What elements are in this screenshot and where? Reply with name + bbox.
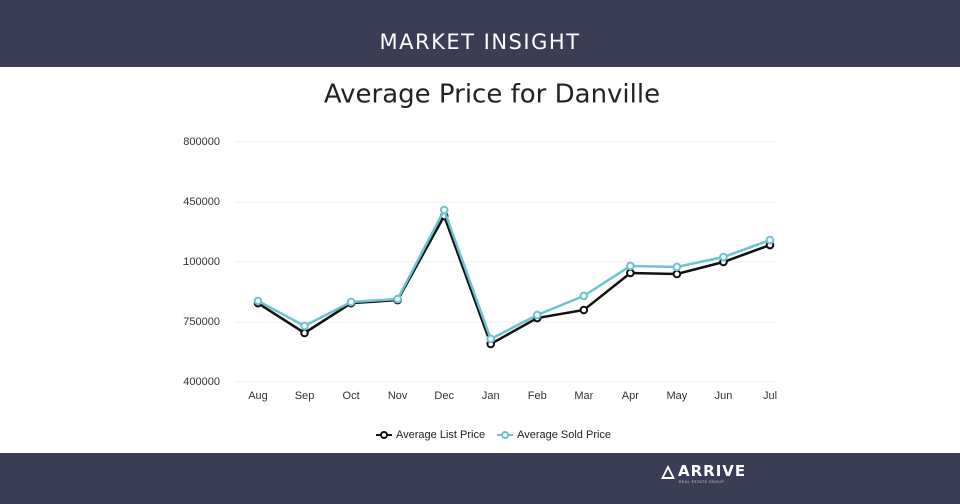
data-point <box>439 205 449 215</box>
data-point <box>579 305 589 315</box>
series-line <box>257 206 771 341</box>
data-point <box>253 296 263 306</box>
y-tick-label: 1450000 <box>177 196 220 208</box>
y-tick-label: 1800000 <box>177 136 220 148</box>
data-point <box>532 310 542 320</box>
x-tick-label: May <box>667 390 688 402</box>
x-tick-label: Sep <box>295 390 315 402</box>
data-point <box>672 269 682 279</box>
data-point <box>300 321 309 331</box>
data-point <box>393 294 402 304</box>
data-point <box>346 297 356 307</box>
tagline: REAL ESTATE GROUP <box>679 480 725 484</box>
legend-label: Average List Price <box>396 429 485 441</box>
data-point <box>626 261 635 271</box>
data-point <box>300 328 309 338</box>
tick-labels: 400000 750000 1100000 1450000 1800000 Aug Sep O… <box>177 136 777 402</box>
y-tick-label: 1100000 <box>178 256 220 268</box>
series-line <box>257 213 771 346</box>
y-tick-label: 400000 <box>183 376 220 388</box>
x-tick-label: Mar <box>574 390 593 402</box>
legend-swatch-dot <box>380 431 388 439</box>
x-tick-label: Nov <box>388 390 408 402</box>
brand: ARRIVE <box>678 462 747 480</box>
y-tick-label: 750000 <box>183 316 220 328</box>
x-tick-label: Dec <box>434 390 454 402</box>
x-tick-label: Jan <box>482 390 500 402</box>
x-tick-label: Feb <box>528 390 547 402</box>
x-tick-label: Jul <box>763 390 777 402</box>
chart: Average Price for Danville 400000 750000 1… <box>177 80 777 441</box>
data-point <box>765 235 775 245</box>
data-point <box>719 252 728 262</box>
legend-swatch-dot <box>501 431 510 439</box>
x-tick-label: Apr <box>622 390 639 402</box>
logo-icon <box>661 465 675 479</box>
x-tick-label: Oct <box>343 390 360 402</box>
data-point <box>579 291 589 301</box>
data-point <box>672 262 682 272</box>
x-tick-label: Aug <box>248 390 268 402</box>
header-title: MARKET INSIGHT <box>0 0 960 67</box>
chart-title: Average Price for Danville <box>324 80 660 110</box>
legend-label: Average Sold Price <box>517 429 611 441</box>
x-tick-label: Jun <box>715 390 733 402</box>
footer: ARRIVE REAL ESTATE GROUP <box>0 453 960 504</box>
data-point <box>486 334 496 344</box>
data-point <box>626 268 635 278</box>
